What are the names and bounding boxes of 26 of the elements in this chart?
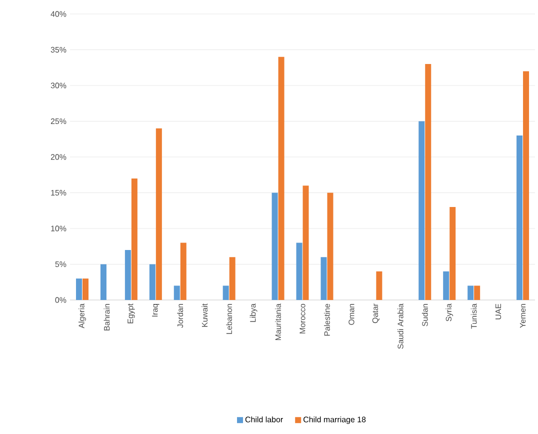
bar (296, 242, 302, 300)
bar (320, 257, 327, 300)
bar (180, 242, 186, 300)
bar (229, 257, 236, 300)
bar (76, 278, 82, 300)
bar (278, 56, 284, 300)
bar (174, 286, 180, 300)
bar (425, 64, 432, 300)
bar (516, 136, 523, 300)
bar (222, 286, 229, 300)
bar (131, 178, 138, 300)
bar (156, 128, 162, 300)
bar (327, 192, 334, 300)
bar (82, 278, 88, 300)
bar (418, 121, 425, 300)
bar (149, 264, 156, 300)
bar (100, 264, 106, 300)
bar (443, 271, 450, 300)
bar (124, 250, 131, 300)
bar (450, 207, 456, 300)
bar (523, 71, 530, 300)
bar (302, 186, 309, 300)
bar (376, 271, 382, 300)
bar (468, 286, 474, 300)
bar (272, 192, 278, 300)
bar (474, 286, 480, 300)
